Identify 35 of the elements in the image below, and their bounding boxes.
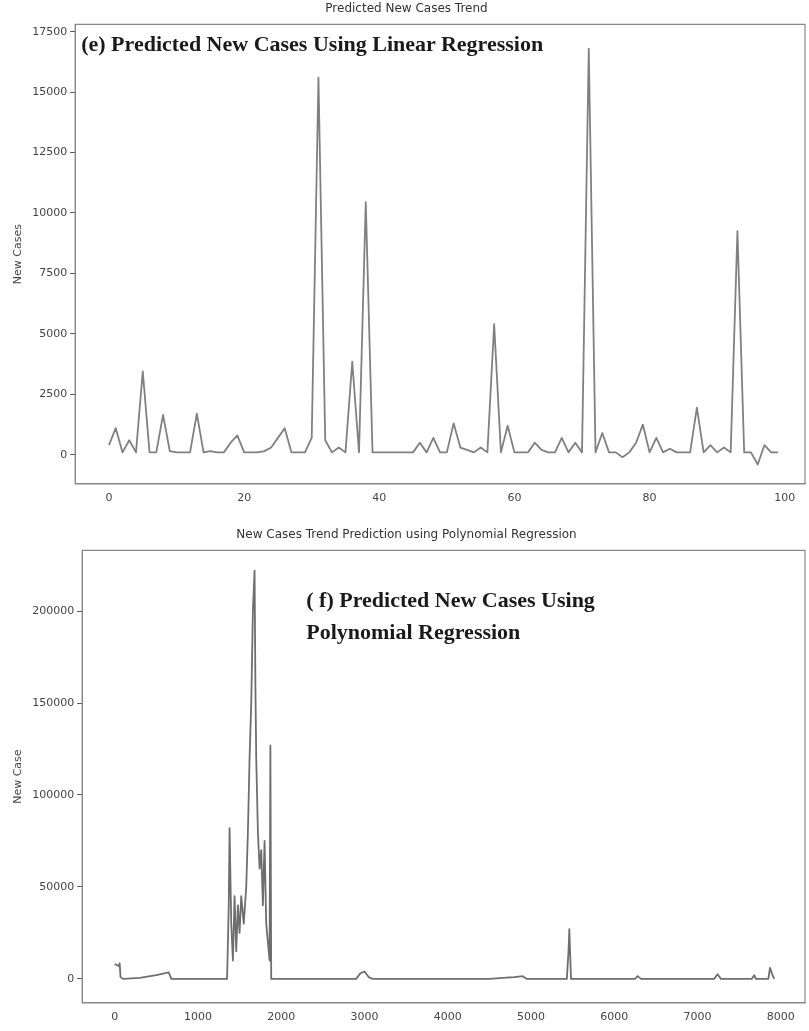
x-tick-label: 80 [642, 491, 657, 505]
x-tick-label: 0 [105, 491, 113, 505]
annotation: (e) Predicted New Cases Using Linear Regression [81, 31, 544, 57]
y-tick-label: 2500 [39, 387, 68, 401]
x-tick-label: 20 [237, 491, 252, 505]
x-tick-label: 6000 [600, 1010, 629, 1024]
x-tick-label: 3000 [350, 1010, 379, 1024]
y-tick-label: 150000 [32, 695, 75, 709]
x-tick-label: 0 [111, 1010, 119, 1024]
y-tick-label: 200000 [32, 603, 75, 617]
x-tick-label: 8000 [766, 1010, 795, 1024]
y-tick-label: 0 [60, 447, 68, 461]
x-tick-label: 100 [774, 491, 796, 505]
chart-title: New Cases Trend Prediction using Polynomial Regression [236, 527, 577, 542]
y-tick-label: 100000 [32, 787, 75, 801]
x-tick-label: 7000 [683, 1010, 712, 1024]
x-tick-label: 40 [372, 491, 387, 505]
x-tick-label: 2000 [267, 1010, 296, 1024]
x-tick-label: 60 [507, 491, 522, 505]
y-axis-title: New Cases [11, 223, 25, 285]
y-tick-label: 5000 [39, 326, 68, 340]
y-tick-label: 0 [67, 971, 75, 985]
annotation: ( f) Predicted New Cases Using [306, 587, 595, 613]
x-tick-label: 4000 [433, 1010, 462, 1024]
annotation: Polynomial Regression [306, 619, 521, 645]
y-tick-label: 10000 [32, 205, 68, 219]
y-axis-title: New Case [11, 749, 25, 804]
chart-title: Predicted New Cases Trend [325, 1, 488, 16]
x-tick-label: 1000 [183, 1010, 212, 1024]
y-tick-label: 7500 [39, 266, 68, 280]
x-tick-label: 5000 [517, 1010, 546, 1024]
y-tick-label: 17500 [32, 24, 68, 38]
y-tick-label: 50000 [39, 879, 75, 893]
y-tick-label: 12500 [32, 145, 68, 159]
y-tick-label: 15000 [32, 84, 68, 98]
